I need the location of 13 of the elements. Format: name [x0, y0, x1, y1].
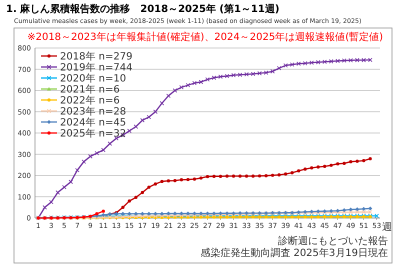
text: 診断週にもとづいた報告 — [278, 235, 388, 247]
legend-label: 2023年 n=28 — [60, 106, 126, 118]
legend-label: 2024年 n=45 — [60, 116, 126, 128]
legend-label: 2019年 n=744 — [60, 62, 132, 74]
text: ※2018～2023年は年報集計値(確定値)、2024～2025年は週報速報値(暫定値) — [27, 31, 384, 43]
legend-label: 2018年 n=279 — [60, 50, 132, 62]
legend-label: 2021年 n=6 — [60, 84, 120, 96]
text: 感染症発生動向調査 2025年3月19日現在 — [200, 247, 388, 259]
legend-label: 2025年 n=32 — [60, 128, 126, 140]
chart-title: 1. 麻しん累積報告数の推移 2018～2025年 (第1～11週) — [6, 3, 280, 15]
x-axis-title: 週 — [382, 222, 392, 233]
legend-label: 2022年 n=6 — [60, 94, 120, 106]
legend-label: 2020年 n=10 — [60, 72, 126, 84]
